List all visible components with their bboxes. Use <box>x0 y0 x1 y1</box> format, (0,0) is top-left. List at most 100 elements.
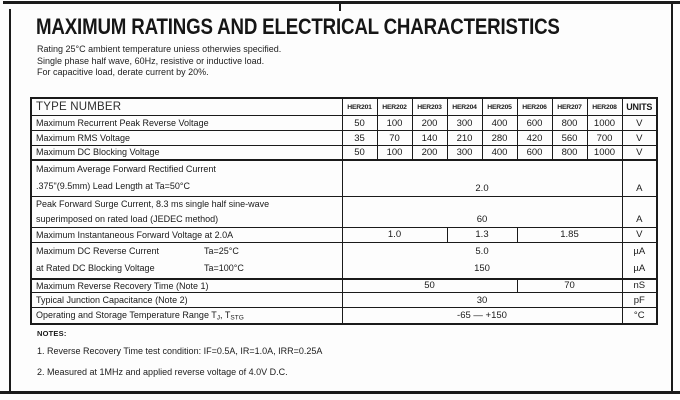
top-rule-tick <box>339 4 341 11</box>
model-header-her203: HER203 <box>411 97 448 116</box>
model-header-her205: HER205 <box>481 97 518 116</box>
cell-value: 1000 <box>586 145 623 161</box>
cell-value-her201-203: 1.0 <box>341 226 448 243</box>
page-border-right <box>671 4 673 391</box>
cell-value: 420 <box>516 130 553 146</box>
row-label: Operating and Storage Temperature Range … <box>30 307 343 324</box>
table-row-rms-voltage: Maximum RMS Voltage 35 70 140 210 280 42… <box>30 130 658 146</box>
row-label-line1: Maximum DC Reverse Current Ta=25°C <box>36 243 341 260</box>
cell-value: 600 <box>516 145 553 161</box>
notes-heading: NOTES: <box>37 329 67 338</box>
row-label-line2: at Rated DC Blocking Voltage Ta=100°C <box>36 260 341 277</box>
table-row-junction-capacitance: Typical Junction Capacitance (Note 2) 30… <box>30 292 658 308</box>
ratings-table-container: TYPE NUMBER HER201 HER202 HER203 HER204 … <box>30 97 658 325</box>
cell-value: 280 <box>481 130 518 146</box>
row-label-text: Maximum DC Reverse Current <box>36 245 160 256</box>
page-border-left <box>9 9 11 391</box>
subscript-j: J <box>216 314 221 321</box>
condition-ta100: Ta=100°C <box>204 263 244 273</box>
model-header-her201: HER201 <box>341 97 378 116</box>
row-label-line1: Maximum Average Forward Rectified Curren… <box>36 163 216 174</box>
cell-value: 100 <box>376 145 413 161</box>
cell-value: 210 <box>446 130 483 146</box>
cell-value-merged: 60 <box>341 195 623 228</box>
cell-value: 560 <box>551 130 588 146</box>
cell-value: 400 <box>481 115 518 131</box>
condition-ta25: Ta=25°C <box>204 245 239 256</box>
cell-unit: nS <box>621 278 658 293</box>
model-header-her204: HER204 <box>446 97 483 116</box>
row-label: Maximum DC Reverse Current Ta=25°C at Ra… <box>30 241 343 280</box>
row-label-text: , T <box>220 309 231 320</box>
row-label: Peak Forward Surge Current, 8.3 ms singl… <box>30 195 343 228</box>
table-row-forward-voltage: Maximum Instantaneous Forward Voltage at… <box>30 226 658 243</box>
top-rule <box>3 1 680 4</box>
cell-value-ta100: 150 <box>474 263 490 274</box>
row-label-line2: .375"(9.5mm) Lead Length at Ta=50°C <box>36 181 190 191</box>
cell-unit: V <box>621 130 658 146</box>
cell-value: 300 <box>446 145 483 161</box>
cell-value: 600 <box>516 115 553 131</box>
cell-unit: A <box>621 195 658 228</box>
table-row-temperature-range: Operating and Storage Temperature Range … <box>30 307 658 324</box>
cell-value: 200 <box>411 115 448 131</box>
table-row-avg-forward-current: Maximum Average Forward Rectified Curren… <box>30 159 658 197</box>
cell-value: 200 <box>411 145 448 161</box>
cell-unit: °C <box>621 307 658 324</box>
cell-unit: V <box>621 115 658 131</box>
cell-unit: V <box>621 226 658 243</box>
cell-unit-ta100: µA <box>633 263 646 274</box>
row-label-line2: superimposed on rated load (JEDEC method… <box>36 213 219 224</box>
model-header-her207: HER207 <box>551 97 588 116</box>
rating-condition-line1: Rating 25°C ambient temperature uniess o… <box>37 44 282 54</box>
row-label-text: at Rated DC Blocking Voltage <box>36 263 155 273</box>
cell-value-merged: 2.0 <box>341 159 623 197</box>
table-header-row: TYPE NUMBER HER201 HER202 HER203 HER204 … <box>30 97 658 116</box>
rating-conditions: Rating 25°C ambient temperature uniess o… <box>37 44 281 79</box>
row-label: Maximum RMS Voltage <box>30 130 343 146</box>
cell-value: 800 <box>551 145 588 161</box>
cell-value: 100 <box>376 115 413 131</box>
cell-value-merged: -65 — +150 <box>341 307 623 324</box>
row-label: Maximum Reverse Recovery Time (Note 1) <box>30 278 343 293</box>
page-title: MAXIMUM RATINGS AND ELECTRICAL CHARACTER… <box>36 14 560 39</box>
cell-unit: pF <box>621 292 658 308</box>
cell-value-merged: 5.0 150 <box>341 241 623 280</box>
row-label: Maximum Average Forward Rectified Curren… <box>30 159 343 197</box>
table-row-reverse-recovery-time: Maximum Reverse Recovery Time (Note 1) 5… <box>30 278 658 293</box>
model-header-her206: HER206 <box>516 97 553 116</box>
note-1: 1. Reverse Recovery Time test condition:… <box>37 346 323 356</box>
cell-value: 140 <box>411 130 448 146</box>
row-label: Maximum DC Blocking Voltage <box>30 145 343 161</box>
cell-value: 70 <box>376 130 413 146</box>
cell-unit: A <box>621 159 658 197</box>
units-header: UNITS <box>621 97 658 116</box>
bottom-rule <box>0 391 680 394</box>
cell-value-her204-205: 1.3 <box>446 226 518 243</box>
cell-value: 400 <box>481 145 518 161</box>
cell-value: 35 <box>341 130 378 146</box>
cell-value-her206-208: 1.85 <box>516 226 623 243</box>
cell-value-ta25: 5.0 <box>475 245 489 257</box>
row-label: Maximum Recurrent Peak Reverse Voltage <box>30 115 343 131</box>
ratings-table: TYPE NUMBER HER201 HER202 HER203 HER204 … <box>30 97 658 325</box>
model-header-her208: HER208 <box>586 97 623 116</box>
table-row-dc-reverse-current: Maximum DC Reverse Current Ta=25°C at Ra… <box>30 241 658 280</box>
cell-unit-ta25: µA <box>633 245 646 257</box>
cell-value: 1000 <box>586 115 623 131</box>
cell-value: 800 <box>551 115 588 131</box>
row-label: Maximum Instantaneous Forward Voltage at… <box>30 226 343 243</box>
cell-value-her206-208: 70 <box>516 278 623 293</box>
cell-unit: µA µA <box>621 241 658 280</box>
row-label-text: Operating and Storage Temperature Range … <box>36 309 217 320</box>
type-number-header: TYPE NUMBER <box>30 97 343 116</box>
model-header-her202: HER202 <box>376 97 413 116</box>
subscript-stg: STG <box>230 314 244 321</box>
cell-value-her201-205: 50 <box>341 278 518 293</box>
row-label-line1: Peak Forward Surge Current, 8.3 ms singl… <box>36 198 270 209</box>
cell-unit: V <box>621 145 658 161</box>
note-2: 2. Measured at 1MHz and applied reverse … <box>37 367 288 377</box>
cell-value: 300 <box>446 115 483 131</box>
table-row-recurrent-peak-reverse-voltage: Maximum Recurrent Peak Reverse Voltage 5… <box>30 115 658 131</box>
rating-condition-line3: For capacitive load, derate current by 2… <box>37 67 209 77</box>
